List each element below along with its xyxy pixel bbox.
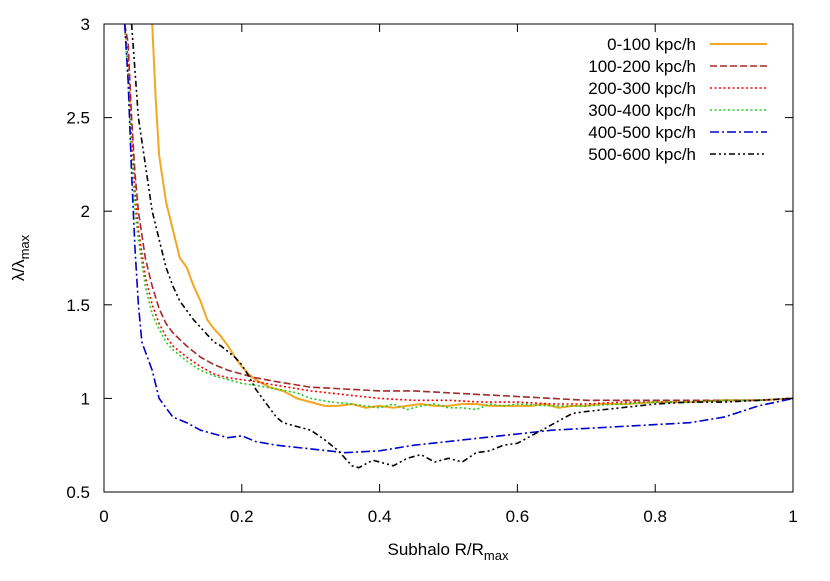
series-line-1 [151, 24, 793, 409]
legend-label-6: 500-600 kpc/h [588, 145, 696, 164]
legend-label-2: 100-200 kpc/h [588, 57, 696, 76]
y-tick-label-0: 0.5 [66, 483, 90, 502]
y-tick-label-4: 2.5 [66, 109, 90, 128]
x-axis-label: Subhalo R/Rmax [388, 540, 509, 563]
x-tick-labels: 0 0.2 0.4 0.6 0.8 1 [99, 507, 797, 526]
x-tick-label-5: 1 [788, 507, 797, 526]
y-tick-labels: 0.5 1 1.5 2 2.5 3 [66, 15, 90, 502]
y-axis-label: λ/λmax [9, 234, 32, 281]
x-tick-label-2: 0.4 [368, 507, 392, 526]
y-tick-label-2: 1.5 [66, 296, 90, 315]
plot-frame [103, 23, 794, 493]
series-layer [123, 24, 793, 469]
legend-label-4: 300-400 kpc/h [588, 101, 696, 120]
series-line-4 [123, 24, 793, 411]
legend-label-1: 0-100 kpc/h [607, 35, 696, 54]
x-tick-label-4: 0.8 [643, 507, 667, 526]
legend: 0-100 kpc/h 100-200 kpc/h 200-300 kpc/h 300… [588, 35, 767, 164]
axis-ticks [103, 23, 794, 493]
x-tick-label-1: 0.2 [230, 507, 254, 526]
series-line-2 [123, 24, 793, 402]
x-tick-label-3: 0.6 [506, 507, 530, 526]
y-tick-label-3: 2 [81, 202, 90, 221]
series-line-6 [130, 24, 793, 469]
x-tick-label-0: 0 [99, 507, 108, 526]
y-tick-label-5: 3 [81, 15, 90, 34]
legend-label-5: 400-500 kpc/h [588, 123, 696, 142]
legend-label-3: 200-300 kpc/h [588, 79, 696, 98]
y-tick-label-1: 1 [81, 389, 90, 408]
series-line-5 [123, 24, 793, 454]
